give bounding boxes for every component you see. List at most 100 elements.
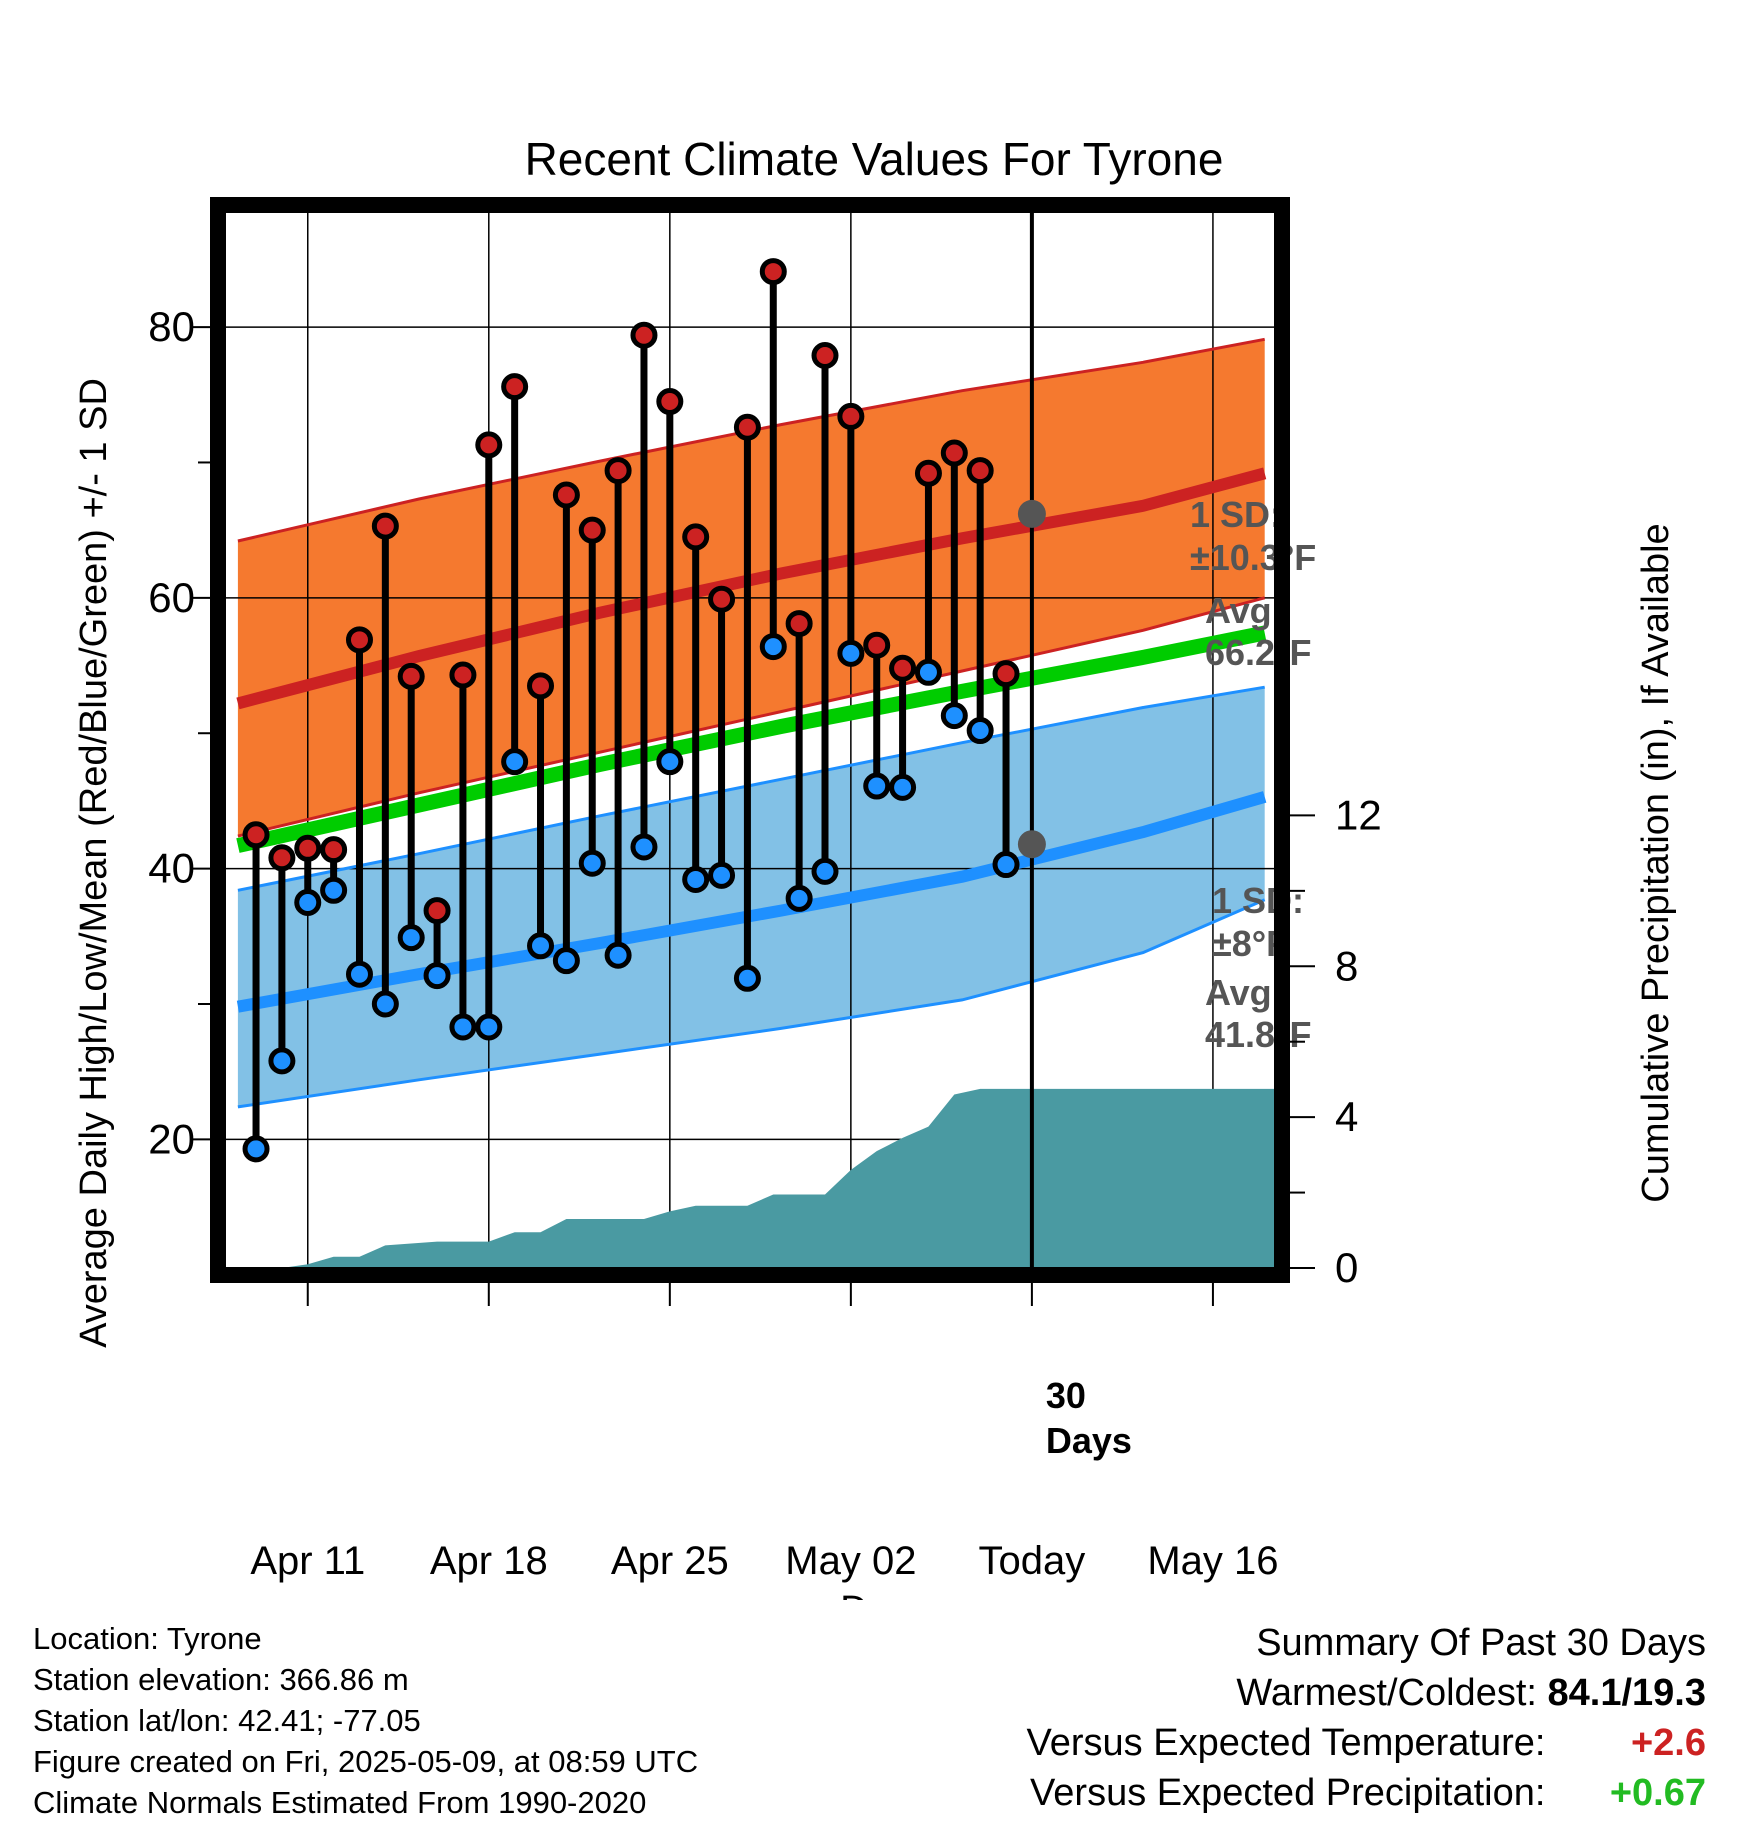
x-tick-label: May 02: [785, 1539, 916, 1583]
high-point: [656, 388, 684, 416]
x-tick-label: Apr 25: [611, 1539, 729, 1583]
high-point: [578, 516, 606, 544]
high-point: [345, 626, 373, 654]
low-point: [889, 773, 917, 801]
high-point: [320, 836, 348, 864]
created-text: Figure created on Fri, 2025-05-09, at 08…: [33, 1744, 699, 1779]
low-point: [759, 633, 787, 661]
high-point: [397, 662, 425, 690]
low-point: [863, 772, 891, 800]
low-point: [475, 1013, 503, 1041]
high-point: [837, 402, 865, 430]
today-days-label: Days: [1046, 1420, 1132, 1461]
location-text: Location: Tyrone: [33, 1621, 262, 1656]
y2-tick-label: 0: [1335, 1244, 1358, 1291]
low-point: [940, 702, 968, 730]
high-point: [423, 897, 451, 925]
high-avg-title: Avg:: [1205, 590, 1284, 631]
high-point: [708, 585, 736, 613]
plot-frame: [210, 197, 1290, 1283]
high-point: [889, 654, 917, 682]
high-sd-value: ±10.3°F: [1190, 537, 1316, 578]
y2-tick-label: 12: [1335, 791, 1382, 838]
low-point: [294, 888, 322, 916]
low-lower-line: [237, 898, 1266, 1109]
station-info: Location: Tyrone Station elevation: 366.…: [33, 1618, 853, 1823]
low-point: [630, 833, 658, 861]
high-point: [501, 373, 529, 401]
low-point: [733, 964, 761, 992]
precip-area: [281, 1088, 1275, 1268]
low-normal-line: [236, 791, 1267, 1013]
high-point: [527, 672, 555, 700]
x-tick-label: Apr 11: [250, 1539, 365, 1583]
low-point: [423, 962, 451, 990]
high-sd-band: [237, 339, 1265, 837]
mean-normal-line: [236, 625, 1267, 853]
low-upper-line: [237, 685, 1265, 892]
high-point: [733, 413, 761, 441]
chart-title: Recent Climate Values For Tyrone: [525, 133, 1224, 185]
precip-anomaly-row: Versus Expected Precipitation: +0.67: [806, 1768, 1706, 1818]
precip-anomaly-label: Versus Expected Precipitation:: [1030, 1772, 1546, 1814]
x-tick-label: Apr 18: [430, 1539, 548, 1583]
high-point: [294, 834, 322, 862]
low-avg-value: 41.8°F: [1205, 1014, 1311, 1055]
warmest-coldest-value: 84.1/19.3: [1547, 1672, 1706, 1714]
high-point: [242, 821, 270, 849]
low-point: [242, 1135, 270, 1163]
high-normal-line: [236, 467, 1267, 710]
low-point: [992, 851, 1020, 879]
high-point: [992, 660, 1020, 688]
low-point: [501, 748, 529, 776]
high-avg-value: 66.2°F: [1205, 632, 1311, 673]
low-point: [345, 960, 373, 988]
high-point: [371, 512, 399, 540]
low-point: [708, 861, 736, 889]
high-point: [449, 661, 477, 689]
high-avg-marker: [1017, 499, 1046, 528]
y-tick-label: 40: [148, 845, 195, 892]
x-tick-label: May 16: [1147, 1539, 1278, 1583]
temp-anomaly-row: Versus Expected Temperature: +2.6: [806, 1718, 1706, 1768]
high-point: [759, 258, 787, 286]
y2-axis-label: Cumulative Precipitation (in), If Availa…: [1635, 523, 1677, 1202]
low-point: [552, 947, 580, 975]
high-point: [630, 321, 658, 349]
elevation-text: Station elevation: 366.86 m: [33, 1662, 409, 1697]
high-point: [811, 342, 839, 370]
low-sd-title: 1 SD:: [1212, 880, 1304, 921]
y-axis-label: Average Daily High/Low/Mean (Red/Blue/Gr…: [73, 378, 115, 1348]
high-point: [940, 439, 968, 467]
low-point: [320, 876, 348, 904]
high-sd-title: 1 SD:: [1190, 494, 1282, 535]
high-point: [785, 610, 813, 638]
high-point: [268, 844, 296, 872]
x-tick-label: Today: [979, 1539, 1086, 1583]
normals-text: Climate Normals Estimated From 1990-2020: [33, 1785, 647, 1820]
low-point: [527, 932, 555, 960]
high-upper-line: [237, 337, 1265, 543]
low-point: [656, 748, 684, 776]
high-point: [604, 457, 632, 485]
high-point: [552, 481, 580, 509]
low-point: [578, 849, 606, 877]
x-axis-label: Day: [840, 1589, 908, 1600]
y2-tick-label: 4: [1335, 1093, 1358, 1140]
high-point: [966, 457, 994, 485]
high-point: [863, 631, 891, 659]
y-tick-label: 20: [148, 1115, 195, 1162]
low-avg-title: Avg:: [1205, 972, 1284, 1013]
low-point: [811, 857, 839, 885]
summary-panel: Summary Of Past 30 Days Warmest/Coldest:…: [806, 1618, 1706, 1818]
summary-title: Summary Of Past 30 Days: [1256, 1622, 1706, 1664]
low-point: [604, 941, 632, 969]
latlon-text: Station lat/lon: 42.41; -77.05: [33, 1703, 421, 1738]
warmest-coldest-label: Warmest/Coldest:: [1236, 1672, 1537, 1714]
y-tick-label: 80: [148, 303, 195, 350]
low-point: [785, 884, 813, 912]
low-point: [397, 924, 425, 952]
low-point: [371, 990, 399, 1018]
high-lower-line: [237, 596, 1266, 838]
